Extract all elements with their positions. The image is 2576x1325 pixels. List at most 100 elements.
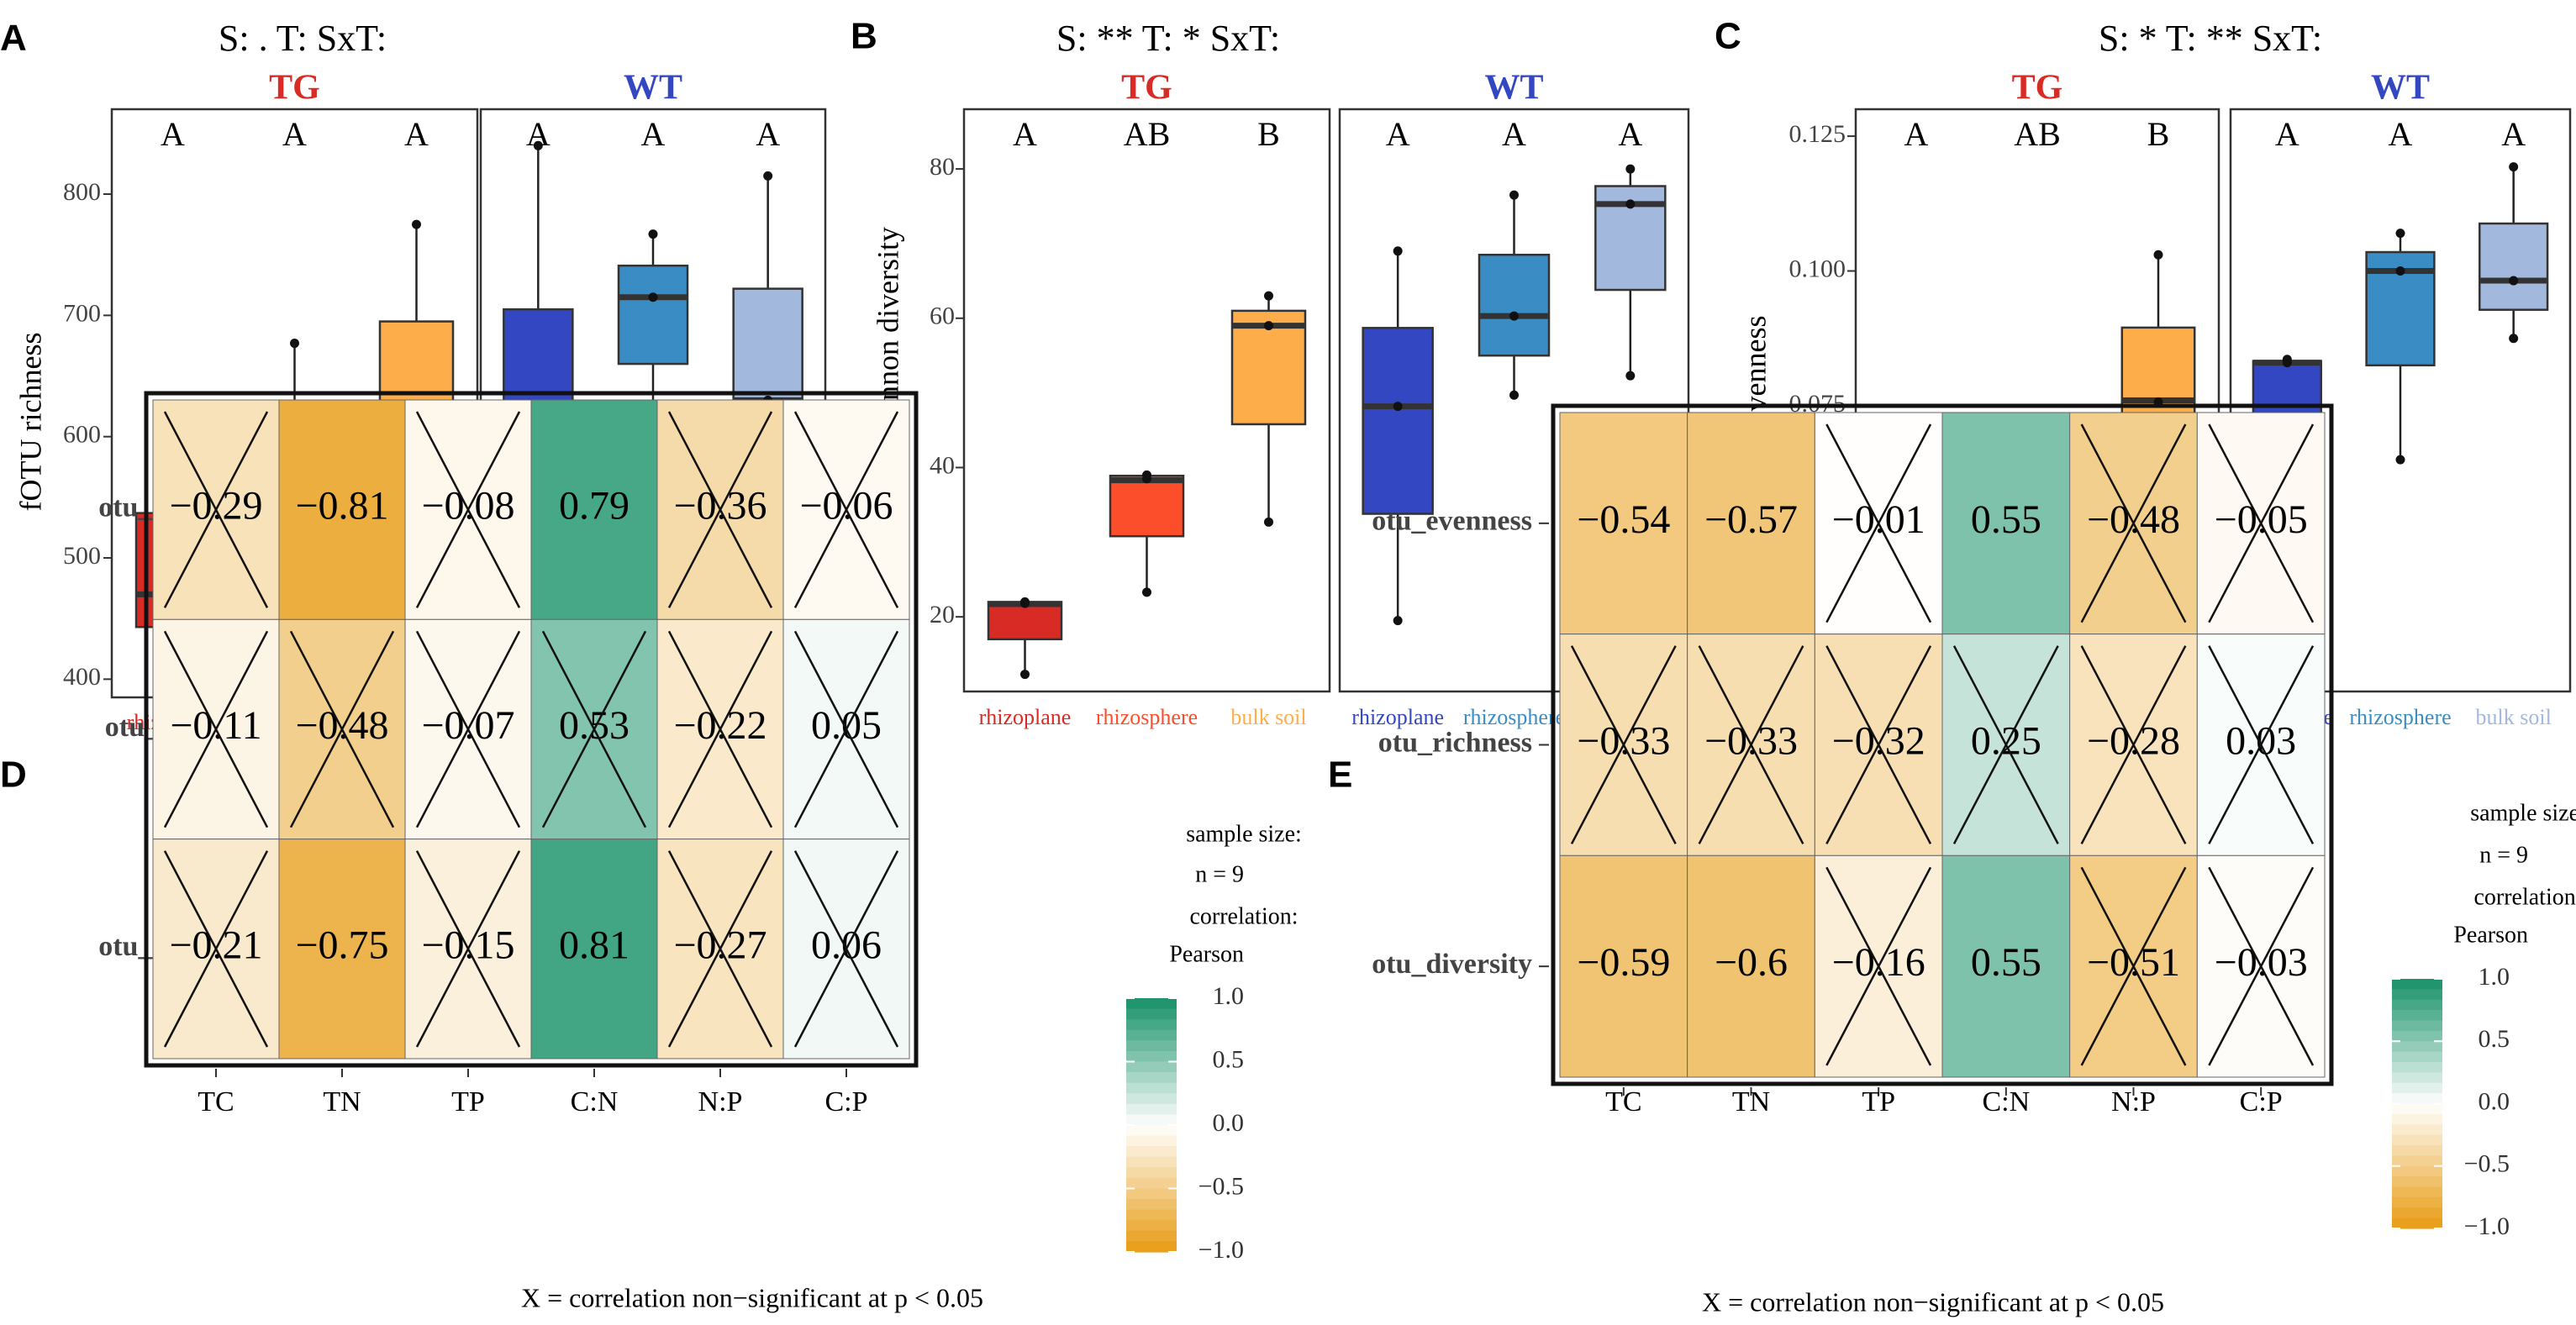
cell-value: −0.08	[421, 484, 514, 528]
colorbar-swatch	[2392, 1062, 2442, 1073]
nonsignificant-cross	[667, 411, 773, 608]
column-label: C:N	[1982, 1086, 2030, 1117]
cell-fill	[1941, 412, 2071, 635]
colorbar-swatch	[2392, 979, 2442, 990]
nonsignificant-cross	[2208, 423, 2315, 623]
significance-letter: A	[404, 115, 429, 153]
nonsignificant-cross	[415, 411, 521, 608]
y-tick-label: 20	[930, 601, 955, 628]
heatmap-cell: −0.59	[1559, 854, 1688, 1078]
colorbar-swatch	[2392, 1093, 2442, 1105]
heatmap-cell: −0.01	[1814, 412, 1943, 635]
significance-letter: A	[641, 115, 666, 153]
y-tick-label: 500	[63, 542, 101, 570]
heatmap-cell: 0.05	[782, 618, 910, 840]
facet-wt: WTArhizoplaneArhizosphereAbulk soil	[1338, 69, 1690, 729]
box-body	[1362, 327, 1434, 515]
colorbar-swatch	[1126, 1135, 1177, 1147]
heatmap-cell: −0.6	[1687, 854, 1815, 1078]
colorbar-label: 0.5	[2479, 1025, 2510, 1053]
data-point	[533, 140, 543, 150]
nonsignificant-cross	[163, 850, 269, 1048]
colorbar-swatch	[1126, 1167, 1177, 1179]
data-point	[1393, 616, 1403, 626]
legend-text: Pearson	[2453, 922, 2528, 948]
cell-value: −0.05	[2215, 497, 2308, 542]
nonsignificant-cross	[793, 411, 899, 608]
cell-value: −0.33	[1577, 719, 1670, 764]
data-point	[2395, 229, 2405, 239]
cell-value: −0.48	[295, 703, 388, 748]
heatmap-cell: −0.32	[1814, 634, 1943, 856]
cell-value: 0.53	[559, 703, 630, 748]
heatmap-cell: −0.07	[404, 618, 532, 840]
box-body	[2479, 222, 2549, 311]
column-label: TC	[1605, 1086, 1641, 1117]
nonsignificant-cross	[1570, 645, 1677, 844]
significance-letter: A	[1618, 115, 1642, 153]
nonsignificant-cross	[541, 630, 647, 828]
stats-label: S: . T: SxT:	[219, 18, 387, 59]
heatmap-cell: 0.81	[530, 839, 658, 1059]
colorbar-swatch	[1126, 1082, 1177, 1094]
colorbar-swatch	[2392, 1176, 2442, 1188]
nonsignificant-cross	[667, 630, 773, 828]
cell-value: −0.27	[673, 923, 766, 967]
colorbar-swatch	[2392, 1010, 2442, 1022]
heatmap-cell: −0.57	[1687, 412, 1815, 635]
nonsignificant-cross	[163, 630, 269, 828]
y-tick-label: 700	[63, 299, 101, 327]
data-point	[2282, 355, 2292, 365]
colorbar-swatch	[2392, 1072, 2442, 1084]
x-category-label: rhizoplane	[1351, 705, 1444, 729]
data-point	[1393, 402, 1403, 412]
heatmap-cell: −0.28	[2069, 634, 2198, 856]
cell-fill	[1941, 854, 2071, 1078]
data-point	[1142, 587, 1151, 597]
heatmap-cell: −0.54	[1559, 412, 1688, 635]
significance-letter: AB	[1124, 115, 1171, 153]
colorbar-label: −1.0	[1198, 1236, 1244, 1264]
cell-fill	[278, 399, 406, 620]
data-point	[1393, 246, 1403, 256]
data-point	[1264, 321, 1273, 331]
heatmap-cell: 0.55	[1941, 854, 2071, 1078]
nonsignificant-cross	[667, 850, 773, 1048]
cell-value: −0.03	[2215, 940, 2308, 985]
colorbar-swatch	[2392, 1020, 2442, 1032]
nonsignificant-cross	[793, 850, 899, 1048]
heatmap-cell: −0.75	[278, 839, 406, 1059]
y-tick-label: 400	[63, 663, 101, 691]
panel-letter: D	[0, 755, 27, 796]
cell-value: −0.59	[1577, 940, 1670, 985]
colorbar-label: 0.5	[1213, 1045, 1245, 1073]
cell-value: −0.6	[1715, 940, 1788, 985]
colorbar-swatch	[2392, 1030, 2442, 1042]
heatmap-cell: 0.25	[1941, 634, 2071, 856]
facet-frame	[962, 108, 1331, 693]
cell-value: 0.81	[559, 923, 630, 967]
colorbar-swatch	[1126, 1072, 1177, 1084]
x-category-label: bulk soil	[1230, 705, 1306, 729]
nonsignificant-cross	[2208, 866, 2315, 1066]
cell-fill	[1559, 854, 1688, 1078]
heatmap-cell: −0.81	[278, 399, 406, 620]
nonsignificant-cross	[1952, 645, 2059, 844]
data-point	[2395, 455, 2405, 465]
cell-value: −0.11	[170, 703, 261, 748]
cell-value: −0.07	[421, 703, 514, 748]
data-point	[1625, 199, 1636, 209]
colorbar-swatch	[1126, 1061, 1177, 1073]
legend-text: Pearson	[1169, 941, 1244, 967]
data-point	[1625, 371, 1636, 381]
column-label: TP	[451, 1086, 485, 1117]
cell-value: −0.33	[1704, 719, 1798, 764]
box-body	[1109, 474, 1185, 538]
panel-letter: C	[1715, 16, 1741, 57]
colorbar-swatch	[1126, 1050, 1177, 1063]
cell-value: 0.03	[2226, 719, 2296, 764]
legend-text: n = 9	[1195, 861, 1244, 887]
